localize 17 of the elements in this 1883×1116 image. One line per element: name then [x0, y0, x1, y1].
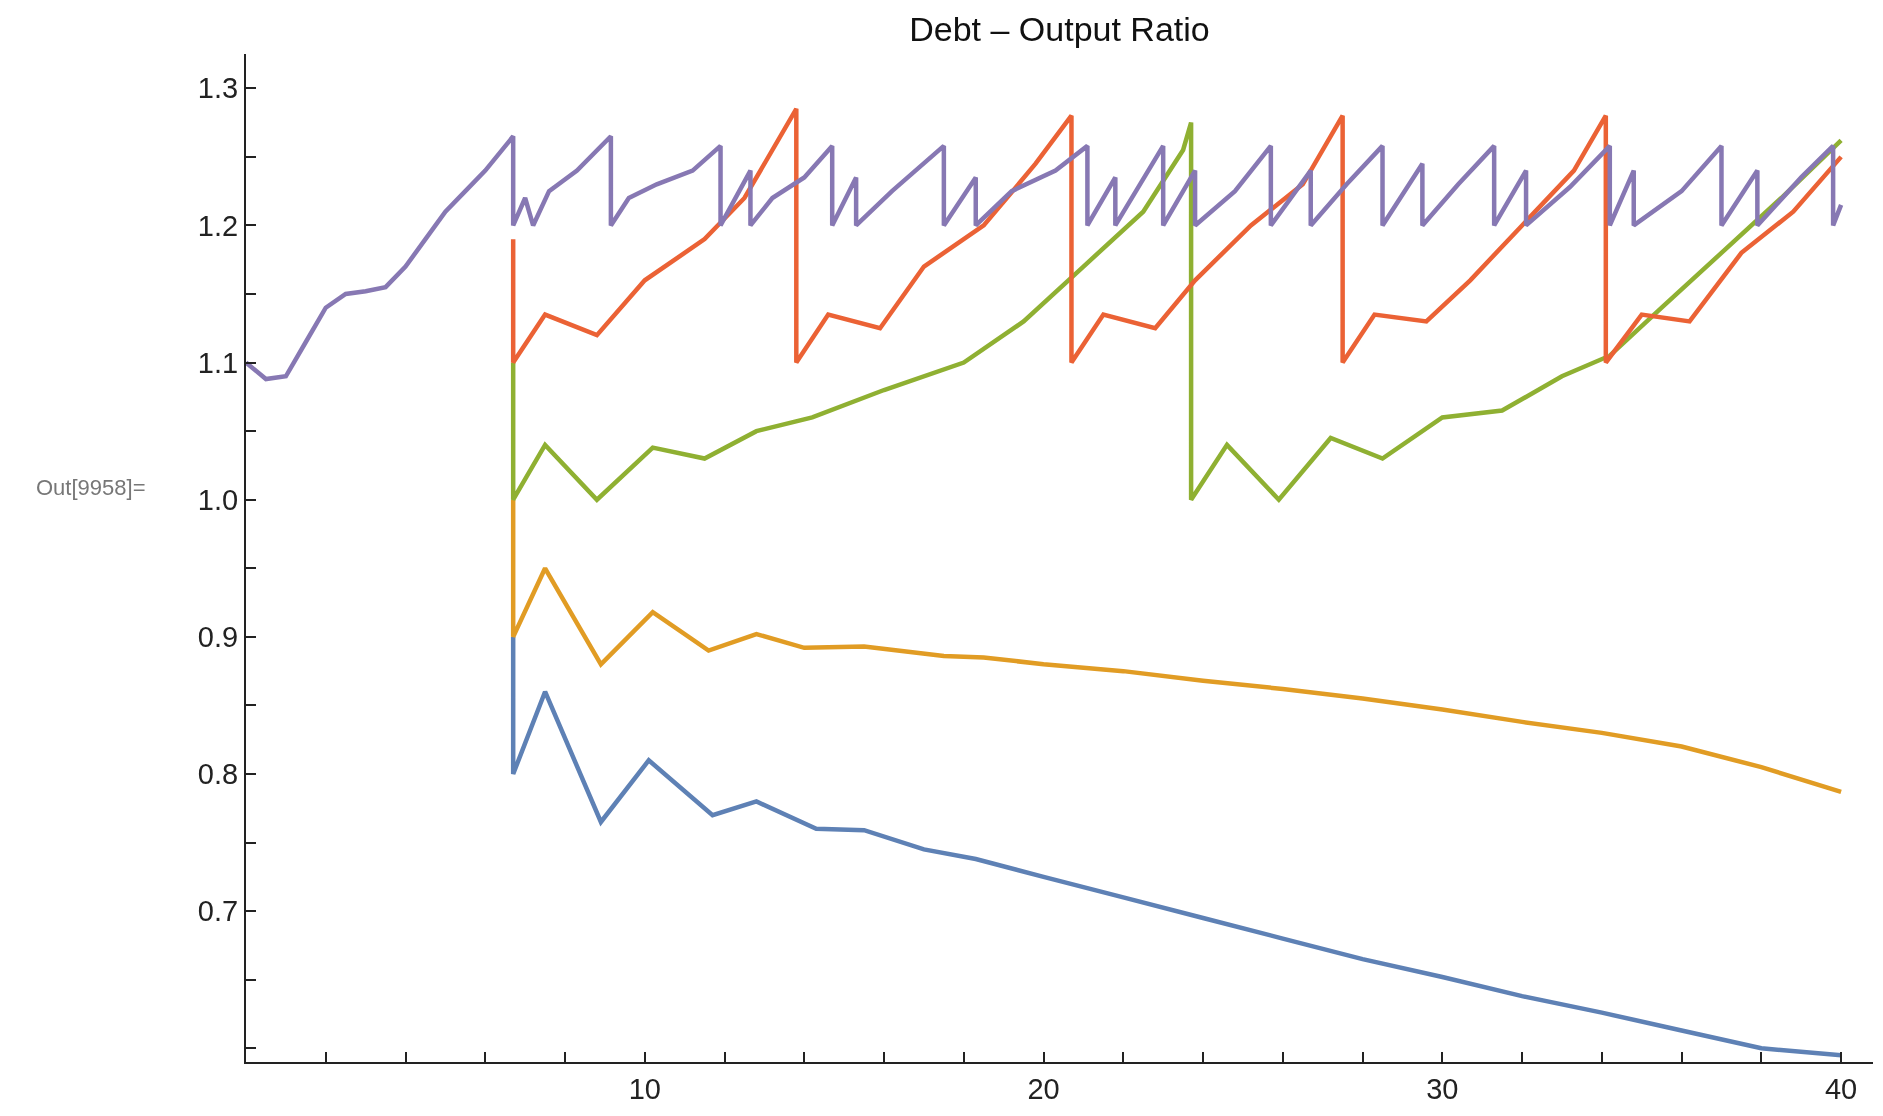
x-tick-label: 40: [1824, 1072, 1858, 1105]
y-tick-label: 1.0: [197, 483, 239, 516]
line-series: [510, 106, 1844, 365]
line-series: [510, 497, 1844, 795]
line-series: [246, 134, 1844, 382]
y-tick-label: 1.1: [197, 346, 239, 379]
x-tick-label: 10: [628, 1072, 661, 1105]
x-tick-label: 20: [1027, 1072, 1060, 1105]
line-series: [510, 120, 1844, 502]
text: Out[9958]=: [36, 475, 146, 500]
x-tick-label: 30: [1426, 1072, 1459, 1105]
y-tick-label: 0.9: [197, 621, 239, 654]
y-tick-label: 0.8: [197, 758, 239, 791]
y-tick-label: 0.7: [197, 895, 239, 928]
chart-title: Debt – Output Ratio: [909, 9, 1210, 48]
y-tick-label: 1.3: [197, 72, 239, 105]
y-tick-label: 1.2: [197, 209, 239, 242]
